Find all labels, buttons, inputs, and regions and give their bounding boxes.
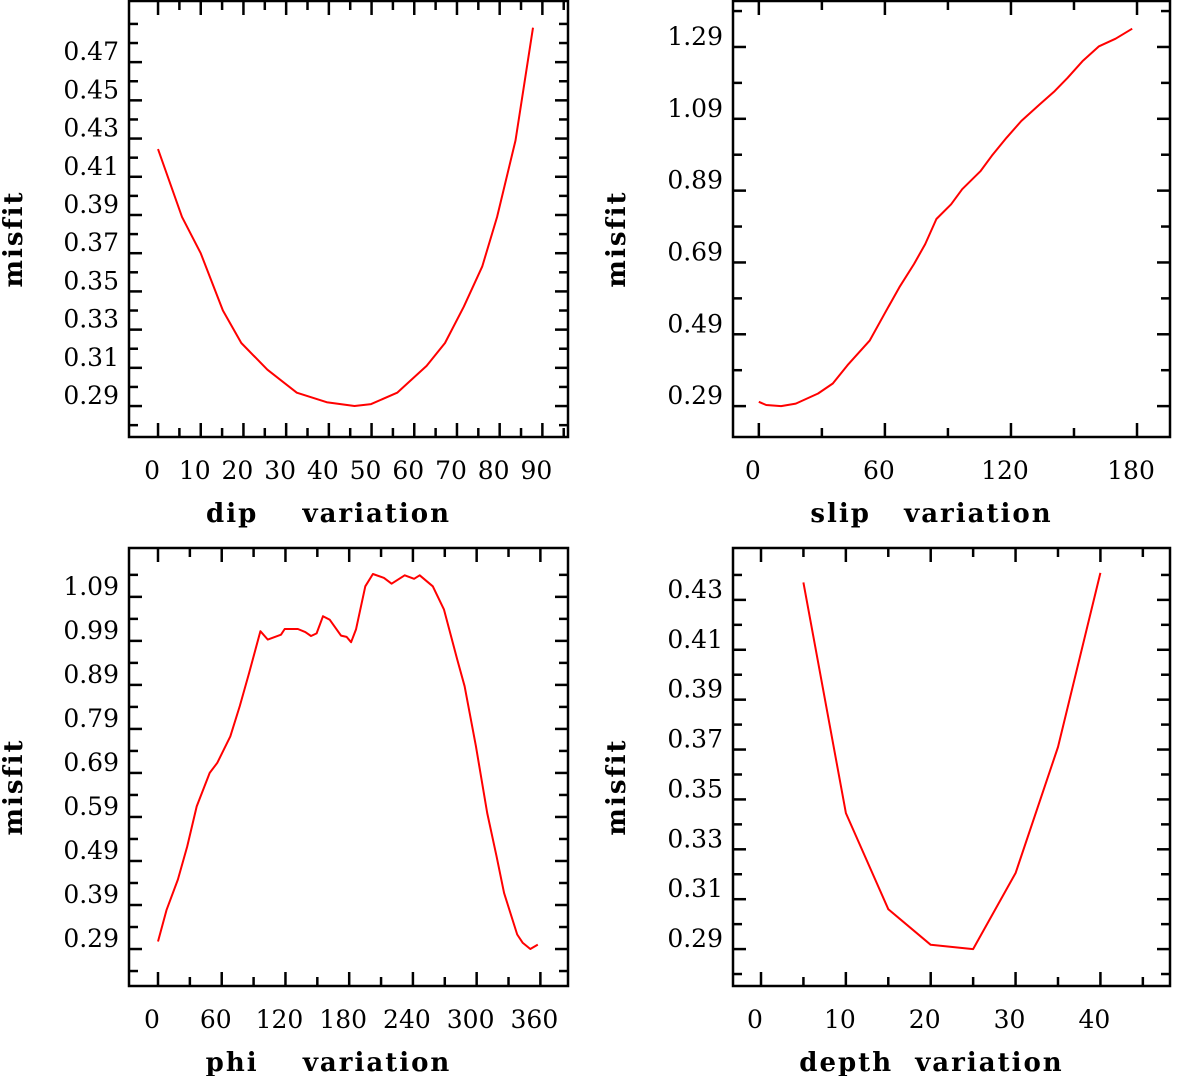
x-tick-label: 0 [747, 1005, 763, 1034]
x-tick-label: 360 [511, 1005, 559, 1034]
y-tick-label: 1.09 [667, 94, 723, 123]
misfit-series-line [802, 572, 1102, 951]
y-tick-label: 0.43 [63, 114, 119, 143]
x-tick-label: 120 [981, 456, 1029, 485]
y-tick-label: 0.41 [667, 625, 723, 654]
x-tick-label: 60 [863, 456, 895, 485]
x-tick-label: 0 [144, 456, 160, 485]
y-tick-label: 0.89 [63, 660, 119, 689]
x-axis-label: phi variation [206, 1048, 452, 1076]
y-tick-label: 0.89 [667, 166, 723, 195]
x-tick-label: 0 [144, 1005, 160, 1034]
y-tick-label: 0.33 [63, 305, 119, 334]
x-tick-label: 180 [1107, 456, 1155, 485]
x-axis-label: slip variation [810, 499, 1052, 529]
x-axis-label: dip variation [206, 499, 451, 529]
y-tick-label: 0.43 [667, 575, 723, 604]
plot-frame [731, 546, 1172, 988]
y-axis-label: misfit [0, 738, 29, 835]
depth-panel: 0 10 20 30 40 0.29 0.31 0.33 0.35 0.37 0.39 0.41 0.4… [602, 546, 1172, 1076]
x-axis-label: depth variation [799, 1048, 1063, 1076]
misfit-series-line [758, 27, 1133, 408]
y-tick-label: 0.41 [63, 152, 119, 181]
y-tick-label: 0.49 [667, 309, 723, 338]
phi-panel: 0 60 120 180 240 300 360 0.29 0.39 0.49 0.59 0.69 0.… [0, 546, 570, 1076]
x-tick-label: 60 [200, 1005, 232, 1034]
y-tick-label: 0.47 [63, 37, 119, 66]
x-tick-label: 300 [447, 1005, 495, 1034]
y-tick-label: 0.45 [63, 75, 119, 104]
plot-frame [731, 0, 1172, 439]
y-tick-label: 0.39 [667, 675, 723, 704]
x-tick-label: 50 [350, 456, 382, 485]
slip-panel: 0 60 120 180 0.29 0.49 0.69 0.89 1.09 1.29 slip va… [602, 0, 1172, 529]
y-tick-label: 0.69 [63, 748, 119, 777]
x-tick-label: 30 [264, 456, 296, 485]
y-tick-label: 0.35 [667, 774, 723, 803]
x-tick-label: 20 [909, 1005, 941, 1034]
plot-frame [127, 0, 570, 439]
y-axis-label: misfit [602, 190, 632, 287]
y-tick-label: 0.49 [63, 836, 119, 865]
y-tick-label: 0.35 [63, 266, 119, 295]
y-axis-label: misfit [602, 738, 632, 835]
y-tick-label: 0.29 [667, 381, 723, 410]
y-tick-label: 0.31 [667, 874, 723, 903]
y-tick-label: 0.39 [63, 190, 119, 219]
y-axis-label: misfit [0, 190, 29, 287]
x-tick-label: 10 [179, 456, 211, 485]
y-tick-label: 0.33 [667, 824, 723, 853]
x-tick-label: 80 [478, 456, 510, 485]
y-tick-label: 0.99 [63, 616, 119, 645]
x-tick-label: 20 [222, 456, 254, 485]
x-tick-label: 120 [256, 1005, 304, 1034]
x-tick-label: 240 [383, 1005, 431, 1034]
x-tick-label: 0 [745, 456, 761, 485]
x-tick-label: 60 [392, 456, 424, 485]
x-tick-label: 40 [307, 456, 339, 485]
y-tick-label: 0.37 [667, 725, 723, 754]
y-tick-label: 0.69 [667, 237, 723, 266]
y-tick-label: 0.39 [63, 880, 119, 909]
x-tick-label: 70 [435, 456, 467, 485]
y-tick-label: 0.79 [63, 704, 119, 733]
y-tick-label: 0.29 [63, 924, 119, 953]
x-tick-label: 30 [994, 1005, 1026, 1034]
x-tick-label: 180 [319, 1005, 367, 1034]
misfit-series-line [157, 573, 539, 950]
y-tick-label: 0.31 [63, 343, 119, 372]
x-tick-label: 40 [1079, 1005, 1111, 1034]
y-tick-label: 0.29 [63, 381, 119, 410]
plot-frame [127, 546, 570, 988]
dip-panel: 0 10 20 30 40 50 60 70 80 90 0.29 0.31 0.33 0.35 0.37 0… [0, 0, 570, 529]
y-tick-label: 0.59 [63, 792, 119, 821]
y-tick-label: 1.29 [667, 22, 723, 51]
y-tick-label: 0.37 [63, 228, 119, 257]
misfit-series-line [157, 27, 534, 407]
x-tick-label: 90 [520, 456, 552, 485]
x-tick-label: 10 [824, 1005, 856, 1034]
y-tick-label: 0.29 [667, 924, 723, 953]
y-tick-label: 1.09 [63, 572, 119, 601]
